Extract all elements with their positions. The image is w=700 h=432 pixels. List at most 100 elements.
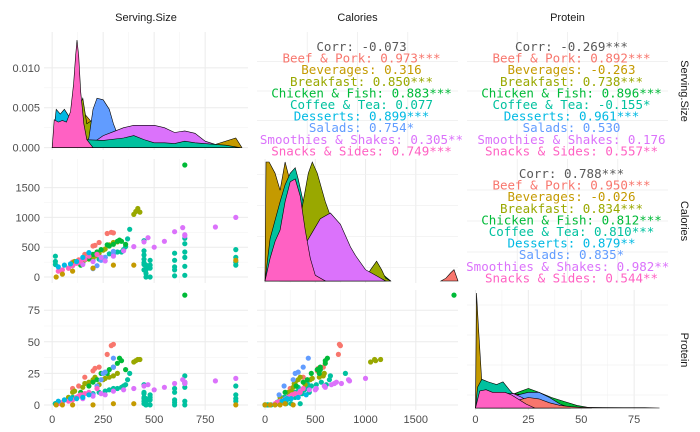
scatter-point-coffee-tea (52, 253, 59, 259)
scatter-point-coffee-tea (172, 397, 178, 403)
scatter-point-chicken-fish (118, 238, 125, 244)
strip-label: Protein (550, 12, 585, 24)
density-area-snacks-sides (51, 39, 94, 148)
x-tick-label: 50 (575, 414, 587, 426)
scatter-point-smoothies-shakes (141, 239, 147, 245)
scatter-point-coffee-tea (182, 249, 188, 255)
scatter-point-snacks-sides (65, 265, 72, 271)
scatter-point-smoothies-shakes (145, 382, 151, 388)
density-panel-protein (475, 292, 660, 409)
correlation-chicken-fish: Chicken & Fish: 0.812*** (481, 212, 662, 227)
x-tick-label: 75 (628, 414, 640, 426)
scatter-point-desserts (61, 262, 67, 268)
strip-label: Protein (678, 333, 690, 368)
scatter-point-smoothies-shakes (212, 224, 218, 230)
scatter-point-breakfast (297, 374, 303, 380)
scatter-point-coffee-tea (102, 388, 108, 394)
scatter-point-chicken-fish (118, 358, 125, 364)
correlation-desserts: Desserts: 0.961*** (504, 109, 639, 124)
scatter-point-breakfast (114, 370, 120, 376)
scatter-point-coffee-tea (233, 392, 239, 398)
scatter-point-snacks-sides (292, 391, 298, 397)
scatter-point-beef-pork (110, 230, 116, 236)
scatter-point-salads (94, 263, 100, 269)
scatter-point-smoothies-shakes (102, 392, 108, 398)
strip-right-calories: Calories (670, 159, 700, 283)
scatter-point-beef-pork (92, 242, 98, 248)
scatter-point-breakfast (372, 356, 378, 363)
scatter-point-beverages (53, 402, 59, 408)
scatter-point-smoothies-shakes (331, 380, 337, 387)
scatter-point-beverages (53, 274, 59, 280)
scatter-point-coffee-tea (313, 382, 319, 388)
scatter-point-beverages (90, 265, 96, 271)
scatter-point-coffee-tea (127, 226, 133, 232)
scatter-point-chicken-fish (451, 292, 457, 298)
scatter-point-coffee-tea (114, 249, 120, 255)
scatter-point-smoothies-shakes (121, 387, 127, 393)
scatter-point-breakfast (368, 359, 374, 365)
scatter-point-beverages (90, 402, 96, 408)
scatter-point-chicken-fish (182, 162, 188, 168)
scatter-point-smoothies-shakes (180, 225, 186, 231)
scatter-point-beef-pork (96, 239, 102, 246)
scatter-point-breakfast (110, 373, 116, 379)
scatter-point-beverages (272, 402, 278, 408)
scatter-point-coffee-tea (233, 396, 239, 402)
x-tick-label: 500 (145, 414, 163, 426)
y-tick-label: 0.000 (12, 143, 40, 155)
scatter-point-coffee-tea (172, 273, 178, 279)
correlation-coffee-tea: Coffee & Tea: -0.155* (492, 97, 650, 112)
panel-protein-protein (467, 290, 668, 410)
scatter-point-desserts (295, 394, 301, 400)
scatter-point-breakfast (321, 370, 327, 376)
y-tick-label: 50 (28, 337, 40, 349)
scatter-point-beverages (233, 257, 239, 263)
correlation-smoothies-shakes: Smoothies & Shakes: 0.982*** (466, 259, 677, 274)
scatter-point-chicken-fish (90, 379, 96, 385)
scatter-point-smoothies-shakes (98, 391, 104, 397)
scatter-point-breakfast (86, 379, 92, 385)
scatter-point-chicken-fish (123, 241, 129, 247)
correlation-beef-pork: Beef & Pork: 0.950*** (492, 178, 650, 193)
scatter-point-beverages (59, 402, 65, 408)
scatter-point-desserts (284, 396, 290, 402)
scatter-point-smoothies-shakes (145, 235, 151, 241)
scatter-point-smoothies-shakes (212, 378, 218, 384)
scatter-point-chicken-fish (90, 251, 96, 257)
scatter-point-smoothies-shakes (98, 254, 104, 260)
correlation-beverages: Beverages: -0.263 (508, 62, 636, 77)
scatter-point-chicken-fish (308, 370, 314, 376)
strip-label: Calories (678, 201, 690, 242)
scatter-point-chicken-fish (123, 367, 129, 373)
scatter-point-chicken-fish (106, 243, 112, 249)
x-tick-label: 500 (306, 414, 324, 426)
correlation-smoothies-shakes: Smoothies & Shakes: 0.176 (477, 132, 665, 147)
scatter-point-chicken-fish (322, 358, 328, 364)
scatter-panel-protein-vs-calories (262, 292, 457, 408)
scatter-point-desserts (67, 261, 74, 267)
scatter-point-chicken-fish (182, 292, 188, 298)
scatter-point-beef-pork (104, 351, 110, 357)
scatter-point-beverages (233, 402, 239, 408)
scatter-point-beverages (290, 402, 296, 408)
scatter-point-coffee-tea (172, 389, 178, 395)
scatter-point-breakfast (72, 388, 78, 394)
scatter-point-snacks-sides (297, 389, 303, 395)
scatter-point-desserts (67, 396, 74, 402)
y-tick-label: 0.010 (12, 63, 40, 75)
strip-top-protein: Protein (467, 4, 668, 30)
strip-label: Calories (337, 12, 378, 24)
scatter-point-snacks-sides (300, 385, 306, 392)
correlation-coffee-tea: Coffee & Tea: 0.077 (290, 97, 433, 112)
scatter-point-beverages (70, 268, 76, 274)
scatter-point-beef-pork (104, 230, 110, 237)
x-tick-label: 1500 (404, 414, 428, 426)
panel-serving-size-protein (467, 32, 668, 150)
scatter-point-coffee-tea (147, 392, 153, 398)
scatter-point-coffee-tea (172, 250, 178, 256)
y-tick-label: 0.005 (12, 103, 40, 115)
scatter-point-chicken-fish (317, 367, 323, 373)
scatter-point-snacks-sides (94, 385, 100, 392)
correlation-snacks-sides: Snacks & Sides: 0.557** (485, 143, 658, 158)
